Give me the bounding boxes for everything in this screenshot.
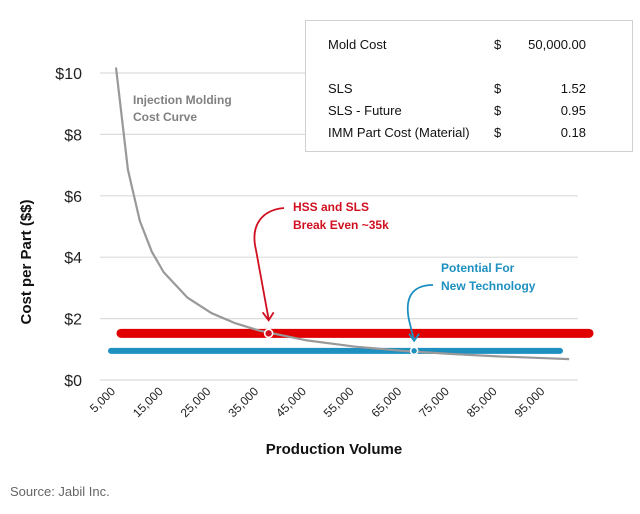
row-currency: $ xyxy=(494,103,502,118)
table-row-sls-future: SLS - Future $ 0.95 xyxy=(328,103,586,118)
x-tick-label: 15,000 xyxy=(130,384,166,420)
x-tick-label: 55,000 xyxy=(321,384,357,420)
break-even-marker xyxy=(263,328,274,339)
new-tech-arrow xyxy=(406,284,434,342)
new-tech-arrowhead-icon xyxy=(408,333,420,343)
row-label: IMM Part Cost (Material) xyxy=(328,125,470,140)
y-tick-label: $2 xyxy=(64,312,82,329)
x-tick-label: 25,000 xyxy=(178,384,214,420)
y-tick-label: $4 xyxy=(64,250,82,267)
break-even-annotation-line: Break Even ~35k xyxy=(293,218,389,232)
y-tick-label: $6 xyxy=(64,189,82,206)
row-value: 50,000.00 xyxy=(528,37,586,52)
new-tech-marker xyxy=(409,346,419,356)
curve-annotation-line: Injection Molding xyxy=(133,93,232,107)
x-tick-label: 5,000 xyxy=(87,384,118,415)
new-tech-annotation-line: Potential For xyxy=(441,261,515,275)
table-row-sls: SLS $ 1.52 xyxy=(328,81,586,96)
x-tick-label: 85,000 xyxy=(464,384,500,420)
y-tick-label: $0 xyxy=(64,373,82,390)
row-currency: $ xyxy=(494,81,502,96)
break-even-annotation-line: HSS and SLS xyxy=(293,200,369,214)
x-tick-label: 45,000 xyxy=(273,384,309,420)
y-tick-label: $8 xyxy=(64,127,82,144)
row-label: Mold Cost xyxy=(328,37,387,52)
x-axis-label: Production Volume xyxy=(266,441,402,458)
row-currency: $ xyxy=(494,37,502,52)
x-tick-label: 65,000 xyxy=(368,384,404,420)
x-tick-label: 75,000 xyxy=(416,384,452,420)
x-tick-label: 35,000 xyxy=(225,384,261,420)
source-note: Source: Jabil Inc. xyxy=(10,484,110,499)
x-tick-label: 95,000 xyxy=(512,384,548,420)
row-label: SLS xyxy=(328,81,353,96)
break-even-arrow xyxy=(253,207,285,320)
row-currency: $ xyxy=(494,125,502,140)
row-value: 1.52 xyxy=(560,81,586,96)
y-tick-label: $10 xyxy=(55,66,82,83)
table-row-mold-cost: Mold Cost $ 50,000.00 xyxy=(328,37,586,52)
row-value: 0.95 xyxy=(560,103,586,118)
y-axis-label: Cost per Part ($$) xyxy=(18,199,35,324)
new-tech-annotation-line: New Technology xyxy=(441,279,536,293)
table-row-imm-part-cost: IMM Part Cost (Material) $ 0.18 xyxy=(328,125,586,140)
cost-table: Mold Cost $ 50,000.00 SLS $ 1.52 SLS - F… xyxy=(305,20,633,152)
break-even-arrowhead-icon xyxy=(261,311,275,322)
curve-annotation-line: Cost Curve xyxy=(133,110,197,124)
injection-molding-cost-curve xyxy=(114,67,570,361)
row-value: 0.18 xyxy=(560,125,586,140)
row-label: SLS - Future xyxy=(328,103,402,118)
